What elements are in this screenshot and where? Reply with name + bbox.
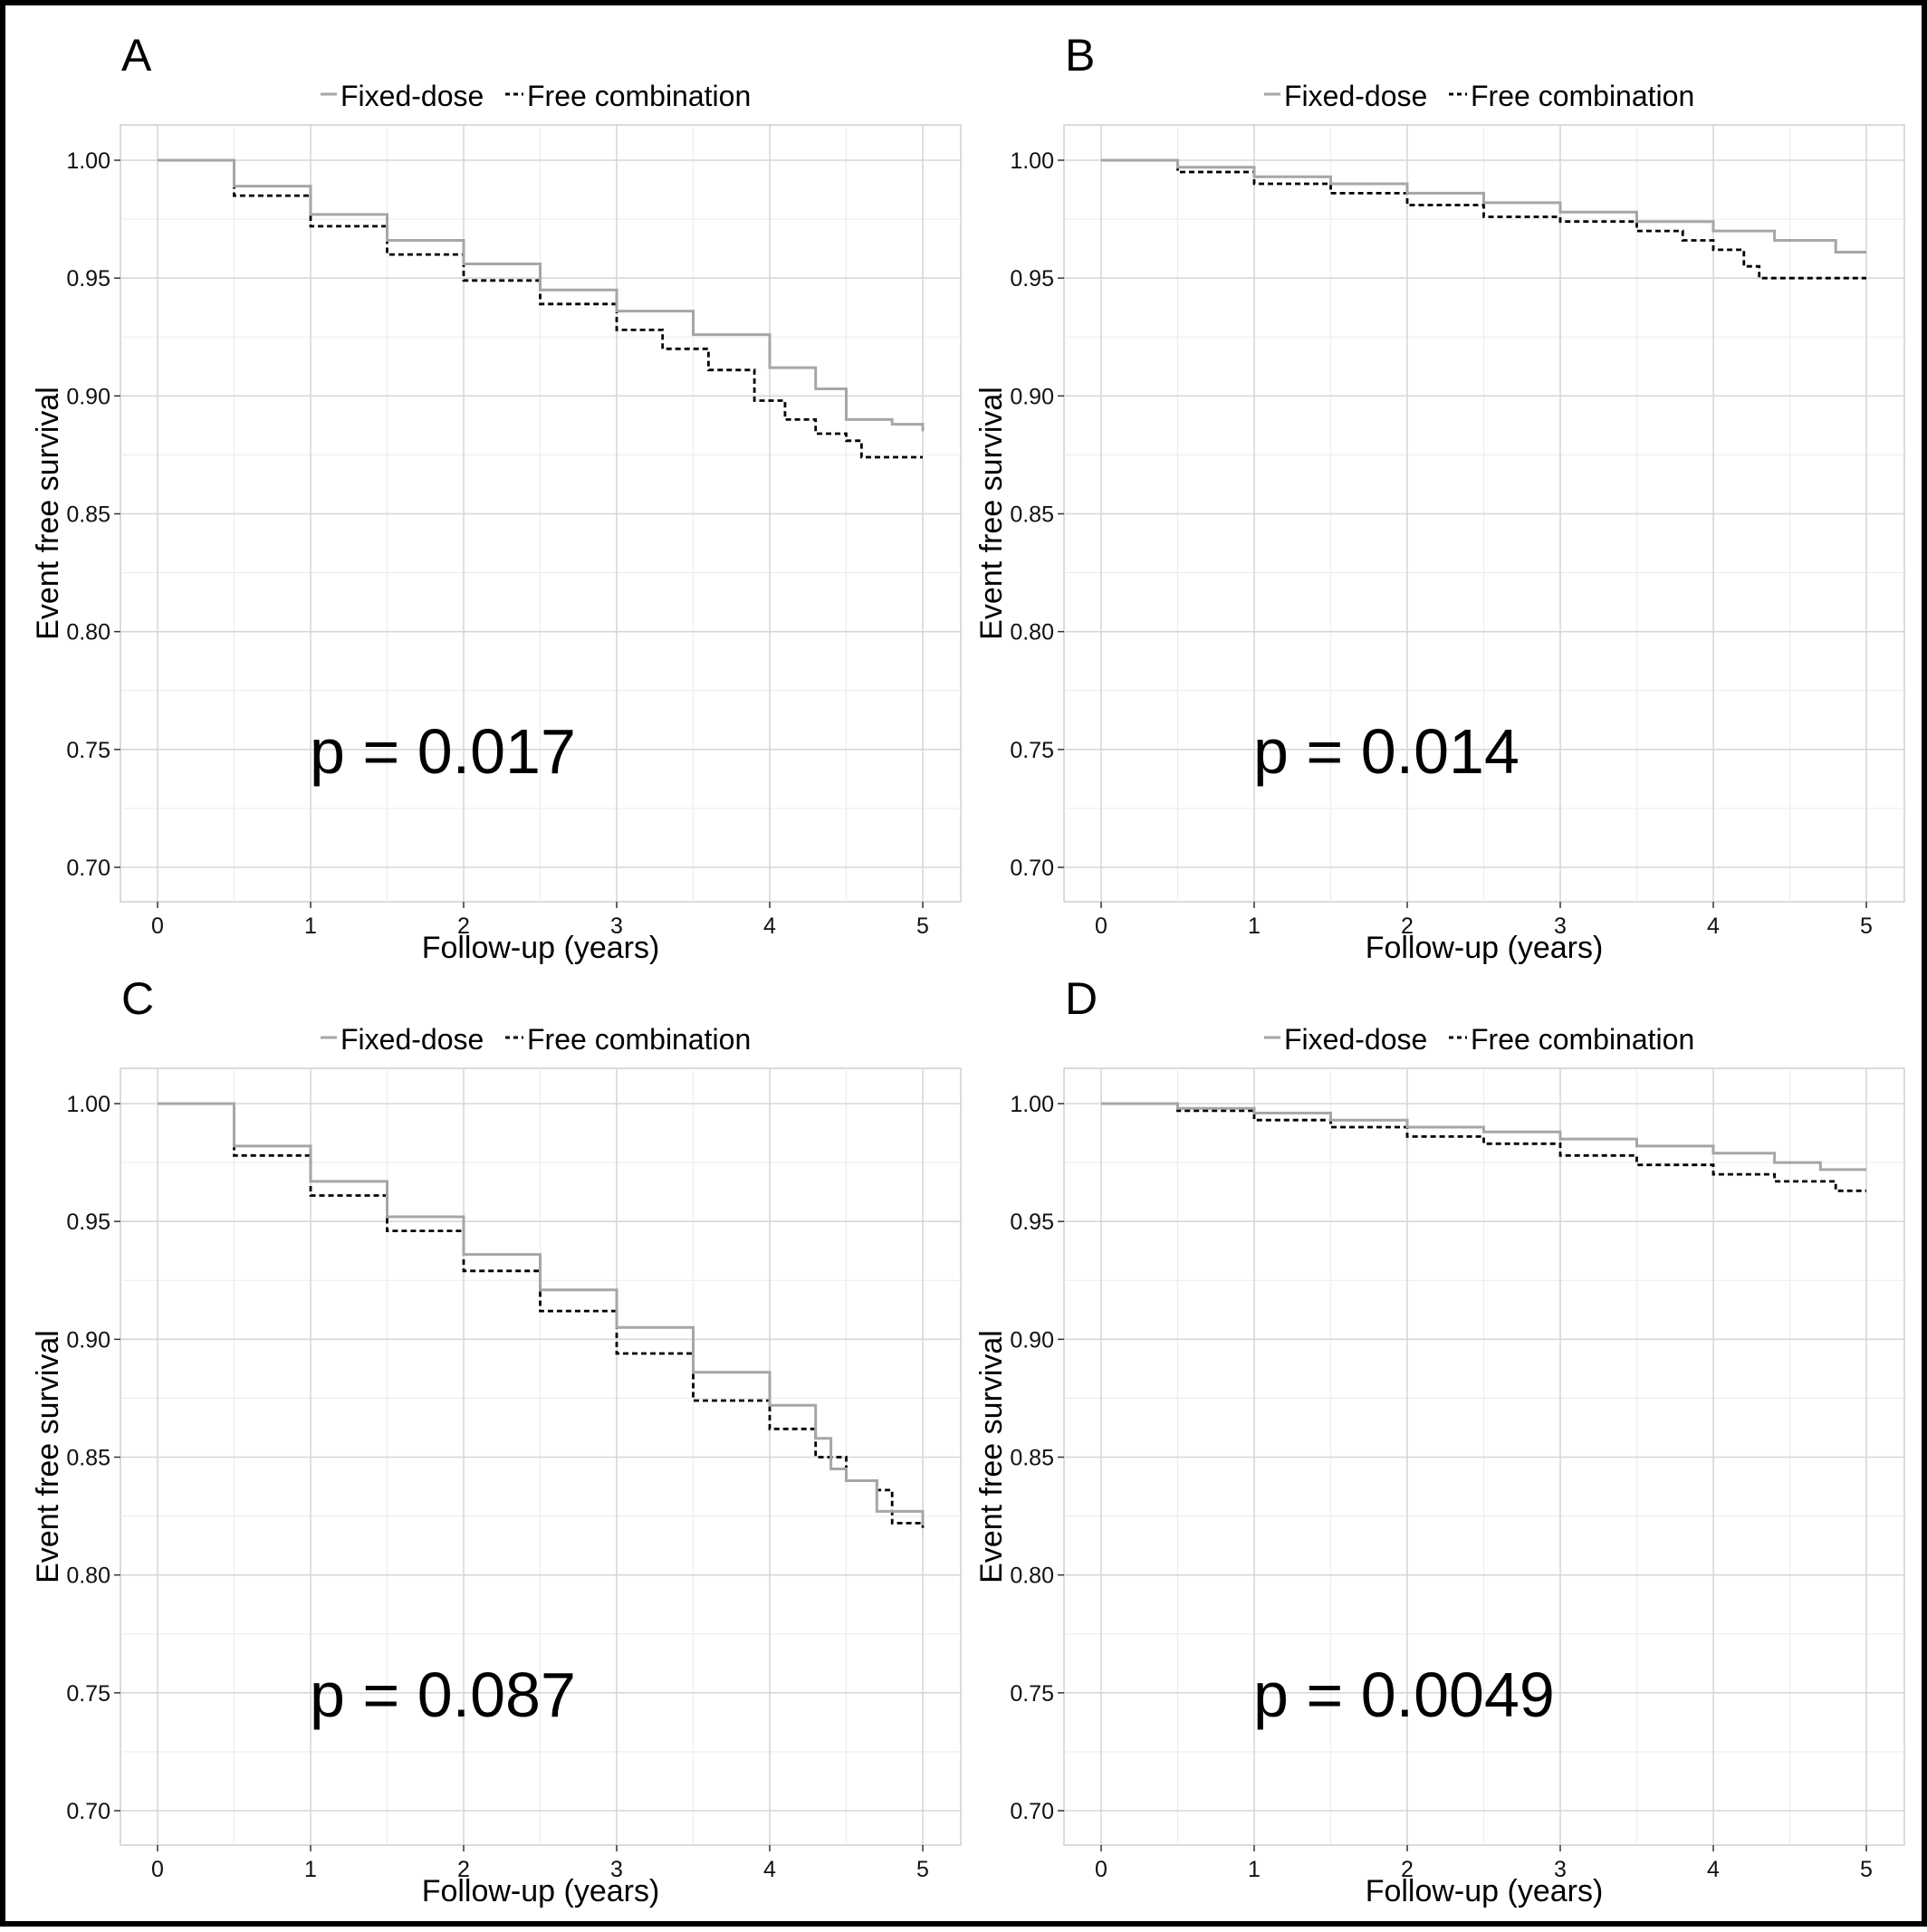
y-tick-label: 1.00 [1010,148,1054,174]
x-tick-label: 4 [763,913,776,939]
legend-label-fixed-dose: Fixed-dose [340,80,484,112]
panel-letter: D [1065,973,1098,1024]
x-axis-title: Follow-up (years) [1366,1874,1604,1908]
series-line-fixed-dose [158,158,925,432]
y-tick-label: 0.95 [1010,1210,1054,1235]
panel-a: A Fixed-dose Free combination 0 1 2 3 4 5 0.70 0.7… [31,30,962,965]
y-axis-title: Event free survival [31,387,65,640]
y-tick-label: 0.95 [1010,266,1054,292]
x-tick-label: 0 [151,913,164,939]
y-tick-label: 0.90 [1010,1327,1054,1353]
panel-d: D Fixed-dose Free combination 0 1 2 3 4 5 0.70 0.7… [974,973,1905,1908]
y-axis-title: Event free survival [974,387,1009,640]
x-tick-label: 5 [1860,913,1873,939]
x-tick-label: 1 [1248,913,1261,939]
x-tick-label: 3 [610,1857,623,1882]
x-tick-label: 3 [1554,913,1567,939]
x-axis-title: Follow-up (years) [422,1874,660,1908]
legend-label-fixed-dose: Fixed-dose [340,1023,484,1056]
y-tick-label: 0.80 [66,620,110,646]
y-tick-label: 0.80 [1010,620,1054,646]
p-value-annotation: p = 0.0049 [1253,1659,1555,1730]
y-axis-title: Event free survival [974,1330,1009,1583]
x-tick-label: 5 [1860,1857,1873,1882]
x-tick-label: 1 [1248,1857,1261,1882]
y-tick-label: 0.85 [1010,1446,1054,1471]
legend-label-free-combination: Free combination [1471,1023,1694,1056]
series-line-free-combination [1101,1102,1866,1192]
legend-label-free-combination: Free combination [1471,80,1694,112]
panel-letter: A [121,30,152,81]
x-tick-label: 0 [151,1857,164,1882]
x-tick-label: 0 [1095,1857,1107,1882]
y-tick-label: 0.75 [1010,738,1054,763]
y-tick-label: 0.90 [66,384,110,409]
panel-letter: C [121,973,154,1024]
p-value-annotation: p = 0.014 [1253,716,1520,787]
panel-b: B Fixed-dose Free combination 0 1 2 3 4 5 0.70 0.7… [974,30,1905,965]
y-tick-label: 0.70 [66,1799,110,1824]
series-line-fixed-dose [1101,158,1866,253]
series-line-free-combination [158,158,923,459]
y-tick-label: 0.70 [1010,856,1054,881]
y-tick-label: 0.80 [1010,1564,1054,1589]
x-tick-label: 1 [304,1857,317,1882]
y-tick-label: 0.75 [66,1681,110,1707]
series-line-fixed-dose [1101,1102,1866,1172]
panel-letter: B [1065,30,1095,81]
y-tick-label: 0.75 [1010,1681,1054,1707]
x-tick-label: 3 [1554,1857,1567,1882]
legend-label-fixed-dose: Fixed-dose [1284,1023,1427,1056]
y-tick-label: 0.85 [66,502,110,528]
legend-label-free-combination: Free combination [527,1023,751,1056]
legend: Fixed-dose Free combination [1264,1023,1694,1056]
legend-label-fixed-dose: Fixed-dose [1284,80,1427,112]
x-tick-label: 0 [1095,913,1107,939]
y-tick-label: 0.85 [1010,502,1054,528]
x-tick-label: 5 [916,1857,929,1882]
x-axis-title: Follow-up (years) [1366,931,1604,965]
series-line-free-combination [1101,158,1866,280]
x-tick-label: 2 [457,1857,470,1882]
x-tick-label: 5 [916,913,929,939]
y-tick-label: 0.95 [66,1210,110,1235]
legend: Fixed-dose Free combination [1264,80,1694,112]
x-tick-label: 3 [610,913,623,939]
series-line-fixed-dose [158,1102,925,1526]
y-tick-label: 0.70 [66,856,110,881]
legend-label-free-combination: Free combination [527,80,751,112]
y-axis-title: Event free survival [31,1330,65,1583]
panel-c: C Fixed-dose Free combination 0 1 2 3 4 5 0.70 0.7… [31,973,962,1908]
y-tick-label: 1.00 [66,1092,110,1117]
y-tick-label: 0.75 [66,738,110,763]
y-tick-label: 0.90 [1010,384,1054,409]
x-tick-label: 2 [1401,913,1414,939]
y-tick-label: 1.00 [66,148,110,174]
x-tick-label: 4 [1707,913,1720,939]
p-value-annotation: p = 0.087 [310,1659,576,1730]
y-tick-label: 0.95 [66,266,110,292]
x-tick-label: 4 [763,1857,776,1882]
x-tick-label: 2 [1401,1857,1414,1882]
x-axis-title: Follow-up (years) [422,931,660,965]
y-tick-label: 0.80 [66,1564,110,1589]
y-tick-label: 0.85 [66,1446,110,1471]
p-value-annotation: p = 0.017 [310,716,576,787]
x-tick-label: 2 [457,913,470,939]
x-tick-label: 4 [1707,1857,1720,1882]
x-tick-label: 1 [304,913,317,939]
legend: Fixed-dose Free combination [321,1023,751,1056]
y-tick-label: 1.00 [1010,1092,1054,1117]
legend: Fixed-dose Free combination [321,80,751,112]
y-tick-label: 0.90 [66,1327,110,1353]
y-tick-label: 0.70 [1010,1799,1054,1824]
km-figure: A Fixed-dose Free combination 0 1 2 3 4 5 0.70 0.7… [31,30,1905,1908]
